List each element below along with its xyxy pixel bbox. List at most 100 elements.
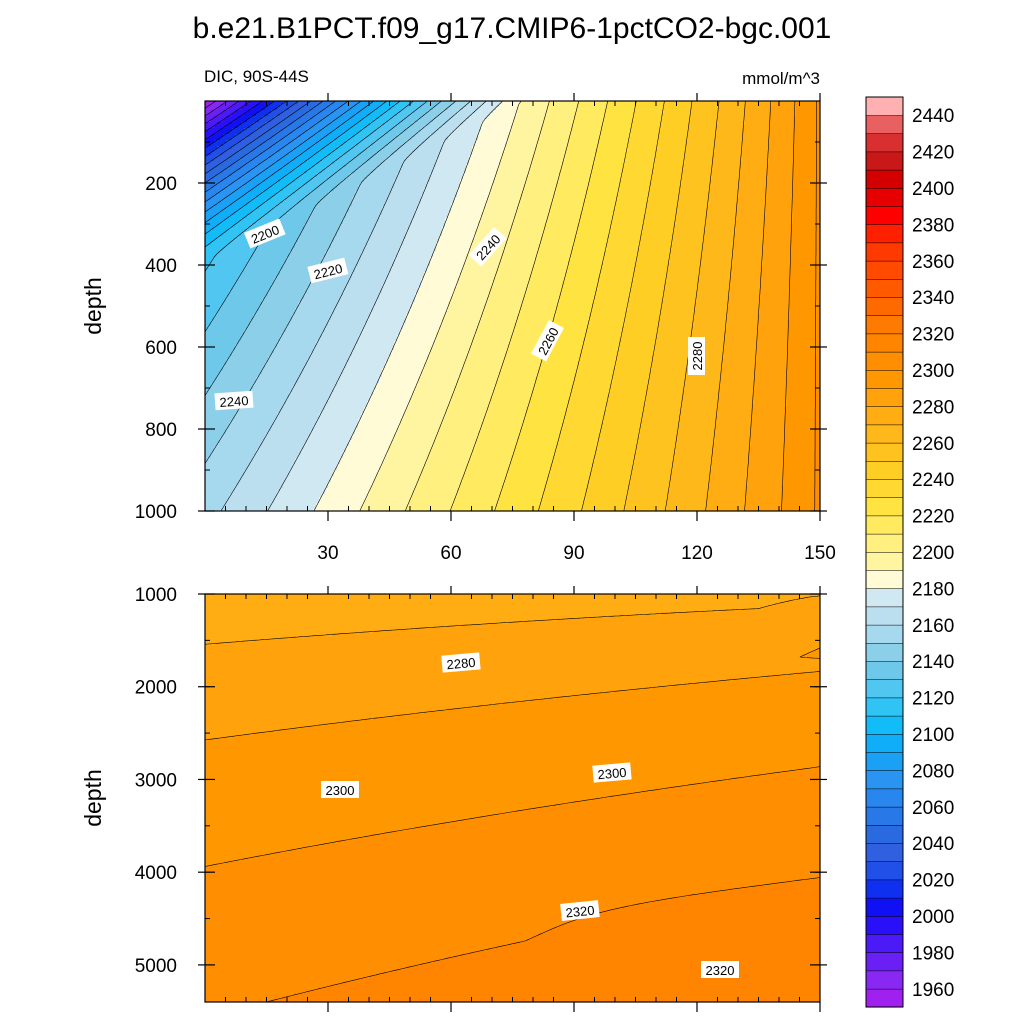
colorbar-box <box>865 515 904 535</box>
contour-label-box <box>531 319 564 362</box>
colorbar-box <box>865 660 904 680</box>
y-tick-label: 800 <box>145 420 177 441</box>
contour-label-box <box>701 961 739 978</box>
colorbar-label: 2080 <box>912 761 954 782</box>
colorbar-box <box>865 551 904 571</box>
contour-line <box>705 101 746 511</box>
variable-label: DIC, 90S-44S <box>204 67 309 86</box>
colorbar-box <box>865 296 904 316</box>
colorbar-box <box>865 824 904 844</box>
contour-label: 2280 <box>688 337 705 375</box>
colorbar-box <box>865 114 904 134</box>
colorbar-box <box>865 788 904 808</box>
contour-line <box>814 101 817 511</box>
contour-line <box>205 101 374 223</box>
colorbar-box <box>865 842 904 862</box>
contour-label-text: 2280 <box>690 342 705 371</box>
contour-label-text: 2280 <box>446 655 476 672</box>
colorbar-label: 2420 <box>912 143 954 164</box>
colorbar-box <box>865 260 904 280</box>
colorbar-box <box>865 897 904 917</box>
colorbar-label: 2260 <box>912 434 954 455</box>
contour-label: 2300 <box>321 781 359 798</box>
contour-line <box>205 101 217 109</box>
colorbar-box <box>865 642 904 662</box>
colorbar-box <box>865 806 904 826</box>
contour-line <box>781 101 796 511</box>
y-tick-label: 5000 <box>135 956 177 977</box>
contour-line <box>266 877 820 1002</box>
y-tick-label: 2000 <box>135 678 177 699</box>
y-tick-label: 4000 <box>135 863 177 884</box>
colorbar-label: 2400 <box>912 179 954 200</box>
contour-line <box>267 101 487 511</box>
contour-line <box>205 101 324 184</box>
contour-line <box>205 595 820 645</box>
units-label: mmol/m^3 <box>742 69 820 88</box>
y-tick-label: 3000 <box>135 770 177 791</box>
contour-line <box>205 101 263 141</box>
colorbar-label: 2200 <box>912 543 954 564</box>
contour-label: 2220 <box>307 257 349 284</box>
colorbar-box <box>865 497 904 517</box>
colorbar-box <box>865 879 904 899</box>
colorbar-box <box>865 569 904 589</box>
contour-label-text: 2240 <box>219 393 249 410</box>
colorbar-box <box>865 169 904 189</box>
contour-line <box>205 766 820 867</box>
lower-panel: 1000 2000 3000 4000 5000 2280 2300 2300 2320 232… <box>80 585 827 1012</box>
contour-line <box>205 101 287 157</box>
upper-contour-field <box>205 101 820 511</box>
colorbar-label: 2440 <box>912 106 954 127</box>
contour-label: 2280 <box>441 652 481 673</box>
contour-line <box>664 101 720 511</box>
colorbar-label: 2120 <box>912 689 954 710</box>
colorbar-box <box>865 988 904 1008</box>
y-tick-label: 400 <box>145 256 177 277</box>
contour-line <box>449 101 579 511</box>
contour-label-box <box>441 652 481 673</box>
colorbar-label: 2020 <box>912 871 954 892</box>
contour-label-text: 2300 <box>597 765 627 782</box>
colorbar-box <box>865 606 904 626</box>
colorbar-label: 1980 <box>912 943 954 964</box>
contour-label-box <box>307 257 349 284</box>
colorbar-box <box>865 697 904 717</box>
colorbar-box <box>865 478 904 498</box>
colorbar-box <box>865 861 904 881</box>
contour-line <box>359 101 522 511</box>
colorbar-box <box>865 351 904 371</box>
contour-label-text: 2320 <box>565 903 595 921</box>
colorbar-box <box>865 915 904 935</box>
colorbar-label: 2340 <box>912 288 954 309</box>
colorbar-box <box>865 460 904 480</box>
contour-label-box <box>468 226 507 267</box>
colorbar-box <box>865 970 904 990</box>
colorbar-box <box>865 242 904 262</box>
colorbar-box <box>865 333 904 353</box>
x-tick-label: 60 <box>440 543 461 564</box>
contour-line <box>581 101 665 511</box>
colorbar-label: 2160 <box>912 616 954 637</box>
contour-line <box>205 101 401 248</box>
colorbar-box <box>865 624 904 644</box>
contour-label-box <box>244 218 286 249</box>
contour-label: 2240 <box>214 390 254 411</box>
colorbar-box <box>865 679 904 699</box>
colorbar-box <box>865 151 904 171</box>
contour-label-text: 2300 <box>326 783 355 798</box>
y-tick-label: 1000 <box>135 502 177 523</box>
colorbar-box <box>865 933 904 953</box>
colorbar-box <box>865 315 904 335</box>
colorbar-box <box>865 369 904 389</box>
upper-axis-ticks: 200 400 600 800 1000 30 60 90 120 150 <box>135 93 836 564</box>
colorbar-label: 2380 <box>912 215 954 236</box>
x-tick-label: 150 <box>804 543 836 564</box>
contour-label: 2300 <box>592 762 632 783</box>
colorbar-label: 2320 <box>912 325 954 346</box>
colorbar-label: 2220 <box>912 507 954 528</box>
colorbar-label: 2300 <box>912 361 954 382</box>
colorbar-label: 2360 <box>912 252 954 273</box>
